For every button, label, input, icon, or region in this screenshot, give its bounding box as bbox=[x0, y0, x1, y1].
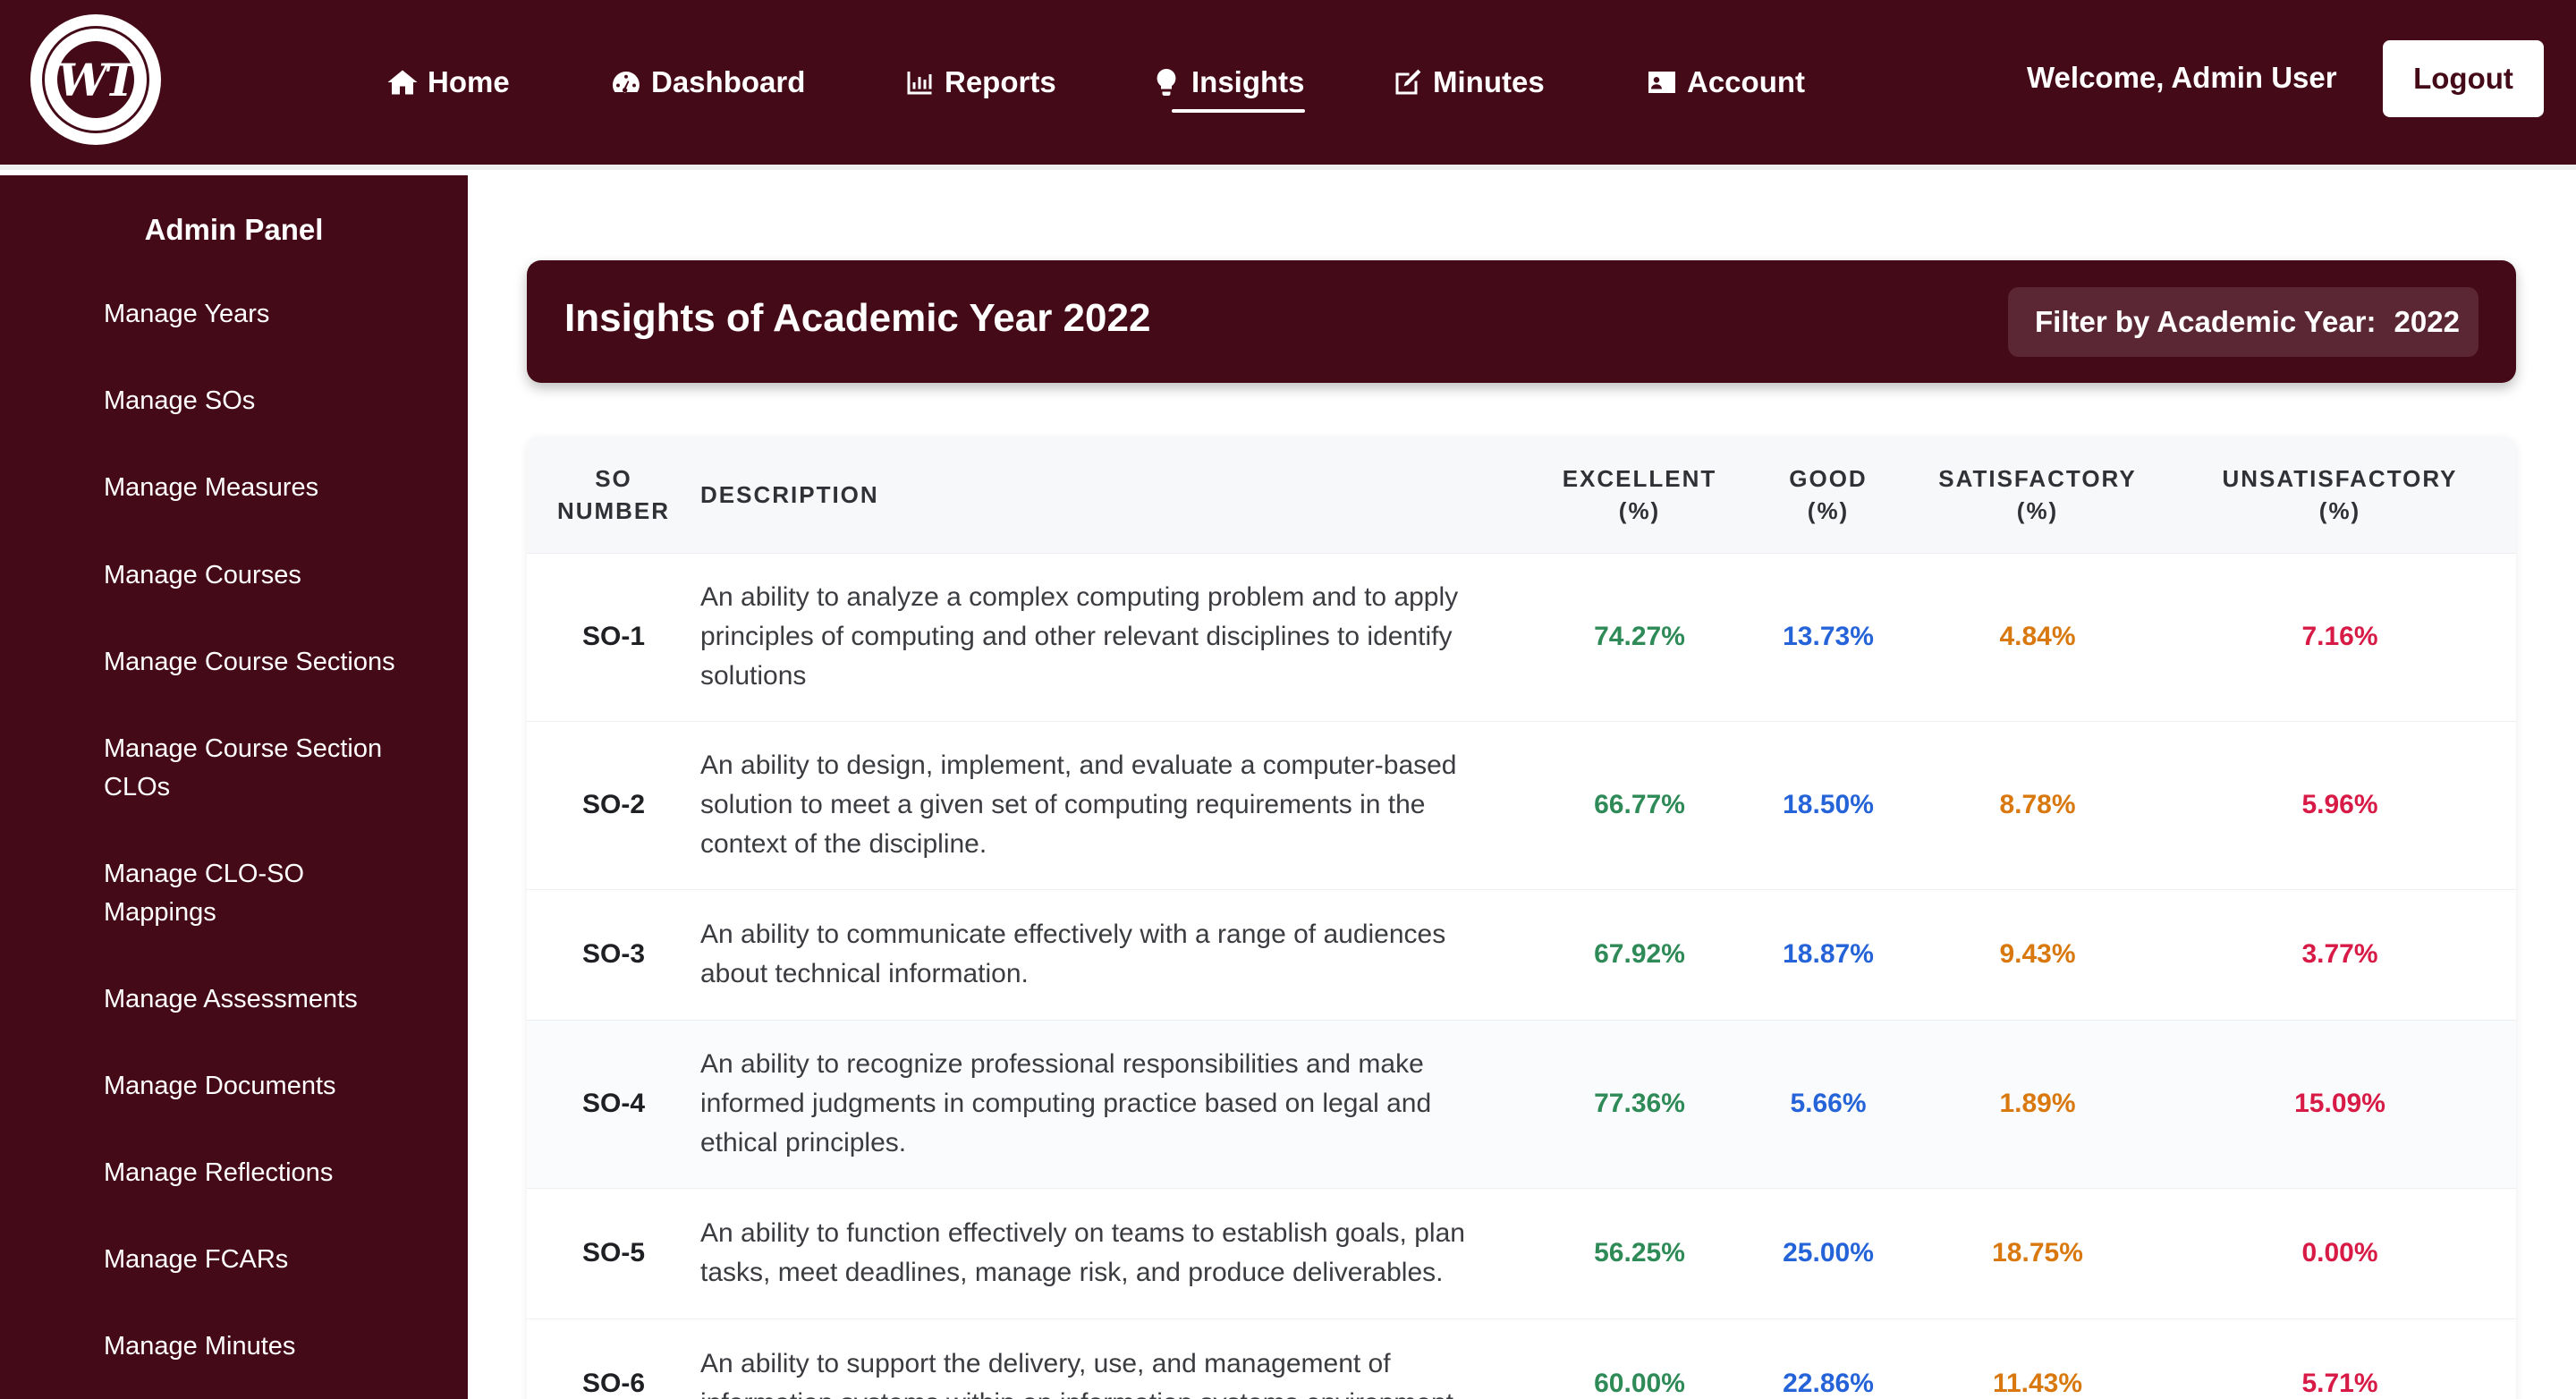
nav-account[interactable]: Account bbox=[1646, 57, 1805, 107]
nav-insights-label: Insights bbox=[1191, 65, 1305, 98]
year-filter-label: Filter by Academic Year: bbox=[2035, 305, 2377, 338]
so-description: An ability to support the delivery, use,… bbox=[700, 1349, 1461, 1399]
excellent-value: 56.25% bbox=[1594, 1238, 1685, 1268]
col-description: DESCRIPTION bbox=[700, 480, 879, 508]
home-icon bbox=[387, 70, 418, 95]
good-value: 22.86% bbox=[1783, 1369, 1874, 1399]
lightbulb-icon bbox=[1157, 69, 1176, 96]
good-value: 13.73% bbox=[1783, 622, 1874, 651]
so-description: An ability to communicate effectively wi… bbox=[700, 920, 1446, 988]
nav-home-label: Home bbox=[428, 65, 510, 98]
admin-sidebar: Admin Panel Manage Years Manage SOs Mana… bbox=[0, 175, 468, 1399]
welcome-text: Welcome, Admin User bbox=[2027, 61, 2337, 94]
table-header-row: SO NUMBER DESCRIPTION EXCELLENT (%) GOOD (%… bbox=[527, 437, 2516, 553]
unsatisfactory-value: 3.77% bbox=[2301, 939, 2378, 969]
so-number: SO-5 bbox=[581, 1238, 646, 1268]
nav-reports-label: Reports bbox=[945, 65, 1056, 98]
table-row: SO-6 An ability to support the delivery,… bbox=[527, 1318, 2516, 1399]
sidebar-item-manage-assessments[interactable]: Manage Assessments bbox=[104, 985, 358, 1013]
col-good: GOOD (%) bbox=[1789, 464, 1868, 524]
nav-dashboard-label: Dashboard bbox=[651, 65, 806, 98]
table-row: SO-2 An ability to design, implement, an… bbox=[527, 721, 2516, 889]
sidebar-item-manage-reflections[interactable]: Manage Reflections bbox=[104, 1158, 334, 1187]
id-card-icon bbox=[1648, 72, 1675, 93]
satisfactory-value: 8.78% bbox=[1999, 790, 2076, 819]
satisfactory-value: 11.43% bbox=[1992, 1369, 2083, 1399]
satisfactory-value: 4.84% bbox=[1999, 622, 2076, 651]
insights-header: Insights of Academic Year 2022 Filter by… bbox=[527, 260, 2516, 383]
logo-seal: WT bbox=[42, 26, 149, 133]
nav-minutes-label: Minutes bbox=[1433, 65, 1545, 98]
sidebar-item-manage-sos[interactable]: Manage SOs bbox=[104, 386, 256, 415]
sidebar-item-manage-fcars[interactable]: Manage FCARs bbox=[104, 1245, 289, 1274]
excellent-value: 67.92% bbox=[1594, 939, 1685, 969]
good-value: 25.00% bbox=[1783, 1238, 1874, 1268]
col-so-number: SO NUMBER bbox=[556, 464, 671, 524]
so-number: SO-2 bbox=[581, 790, 646, 819]
excellent-value: 77.36% bbox=[1594, 1089, 1685, 1118]
col-excellent: EXCELLENT (%) bbox=[1562, 464, 1717, 524]
sidebar-item-manage-minutes[interactable]: Manage Minutes bbox=[104, 1332, 296, 1361]
table-row: SO-1 An ability to analyze a complex com… bbox=[527, 553, 2516, 721]
so-number: SO-6 bbox=[581, 1369, 646, 1399]
bar-chart-icon bbox=[907, 72, 932, 95]
so-description: An ability to function effectively on te… bbox=[700, 1218, 1465, 1287]
unsatisfactory-value: 5.71% bbox=[2301, 1369, 2378, 1399]
satisfactory-value: 9.43% bbox=[1999, 939, 2076, 969]
so-description: An ability to recognize professional res… bbox=[700, 1049, 1432, 1157]
excellent-value: 66.77% bbox=[1594, 790, 1685, 819]
year-filter-value[interactable]: 2022 bbox=[2394, 305, 2460, 338]
so-number: SO-1 bbox=[581, 622, 646, 651]
col-unsatisfactory: UNSATISFACTORY (%) bbox=[2222, 464, 2458, 524]
table-row: SO-4 An ability to recognize professiona… bbox=[527, 1020, 2516, 1188]
good-value: 18.87% bbox=[1783, 939, 1874, 969]
nav-reports[interactable]: Reports bbox=[903, 57, 1056, 107]
nav-minutes[interactable]: Minutes bbox=[1392, 57, 1545, 107]
satisfactory-value: 18.75% bbox=[1992, 1238, 2083, 1268]
logo-initials: WT bbox=[57, 41, 138, 118]
unsatisfactory-value: 15.09% bbox=[2294, 1089, 2385, 1118]
good-value: 18.50% bbox=[1783, 790, 1874, 819]
page-title: Insights of Academic Year 2022 bbox=[564, 296, 1151, 340]
nav-insights[interactable]: Insights bbox=[1150, 57, 1305, 113]
unsatisfactory-value: 5.96% bbox=[2301, 790, 2378, 819]
university-logo[interactable]: WT bbox=[30, 14, 161, 145]
insights-table: SO NUMBER DESCRIPTION EXCELLENT (%) GOOD (%… bbox=[527, 437, 2516, 1399]
top-navbar: WT Home Dashboard Reports Insights Minut… bbox=[0, 0, 2576, 170]
nav-home[interactable]: Home bbox=[386, 57, 510, 107]
sidebar-item-manage-course-section-clos[interactable]: Manage Course Section CLOs bbox=[104, 734, 383, 801]
table-row: SO-3 An ability to communicate effective… bbox=[527, 889, 2516, 1020]
nav-account-label: Account bbox=[1687, 65, 1805, 98]
sidebar-item-manage-clo-so-mappings[interactable]: Manage CLO-SO Mappings bbox=[104, 860, 305, 927]
sidebar-item-manage-course-sections[interactable]: Manage Course Sections bbox=[104, 648, 395, 676]
so-description: An ability to analyze a complex computin… bbox=[700, 582, 1459, 691]
gauge-icon bbox=[613, 72, 640, 93]
unsatisfactory-value: 0.00% bbox=[2301, 1238, 2378, 1268]
edit-icon bbox=[1395, 69, 1421, 95]
so-number: SO-4 bbox=[581, 1089, 646, 1118]
nav-dashboard[interactable]: Dashboard bbox=[610, 57, 805, 107]
year-filter[interactable]: Filter by Academic Year: 2022 bbox=[2008, 287, 2479, 357]
satisfactory-value: 1.89% bbox=[1999, 1089, 2076, 1118]
good-value: 5.66% bbox=[1790, 1089, 1867, 1118]
sidebar-item-manage-documents[interactable]: Manage Documents bbox=[104, 1072, 336, 1100]
so-description: An ability to design, implement, and eva… bbox=[700, 750, 1457, 859]
sidebar-item-manage-courses[interactable]: Manage Courses bbox=[104, 561, 301, 589]
table-row: SO-5 An ability to function effectively … bbox=[527, 1188, 2516, 1318]
unsatisfactory-value: 7.16% bbox=[2301, 622, 2378, 651]
sidebar-item-manage-years[interactable]: Manage Years bbox=[104, 300, 270, 328]
sidebar-item-manage-measures[interactable]: Manage Measures bbox=[104, 473, 319, 502]
logout-button[interactable]: Logout bbox=[2383, 40, 2544, 117]
excellent-value: 74.27% bbox=[1594, 622, 1685, 651]
insights-table-card: SO NUMBER DESCRIPTION EXCELLENT (%) GOOD (%… bbox=[527, 437, 2516, 1399]
so-number: SO-3 bbox=[581, 939, 646, 969]
col-satisfactory: SATISFACTORY (%) bbox=[1938, 464, 2137, 524]
sidebar-title: Admin Panel bbox=[144, 213, 324, 246]
excellent-value: 60.00% bbox=[1594, 1369, 1685, 1399]
